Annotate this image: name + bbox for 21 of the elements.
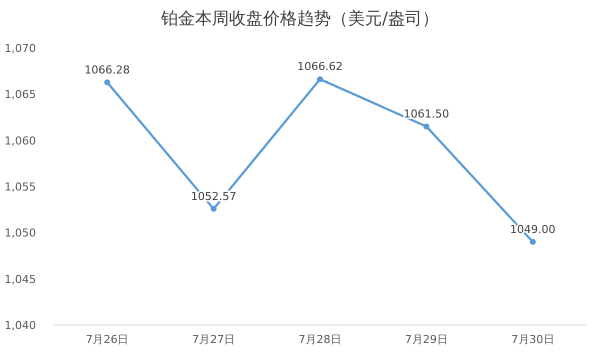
point xyxy=(104,79,110,86)
x-tick-label: 7月27日 xyxy=(192,333,236,346)
y-tick-label: 1,050 xyxy=(4,226,36,240)
point xyxy=(317,76,323,82)
data-label: 1061.50 xyxy=(404,107,450,120)
point xyxy=(210,206,217,212)
y-tick-label: 1,065 xyxy=(4,88,36,102)
y-tick-label: 1,045 xyxy=(4,272,36,286)
chart-title: 铂金本周收盘价格趋势（美元/盎司） xyxy=(160,9,439,29)
point xyxy=(423,123,430,130)
x-tick-label: 7月29日 xyxy=(404,333,448,346)
data-label: 1066.62 xyxy=(297,60,343,74)
point xyxy=(530,238,536,245)
y-tick-label: 1,070 xyxy=(4,42,36,55)
data-label: 1066.28 xyxy=(84,63,130,76)
y-tick-label: 1,040 xyxy=(4,319,36,332)
y-tick-label: 1,055 xyxy=(4,180,36,194)
x-tick-label: 7月26日 xyxy=(86,333,129,346)
x-tick-label: 7月30日 xyxy=(511,333,554,346)
y-tick-label: 1,060 xyxy=(4,134,36,148)
x-tick-label: 7月28日 xyxy=(298,333,342,346)
